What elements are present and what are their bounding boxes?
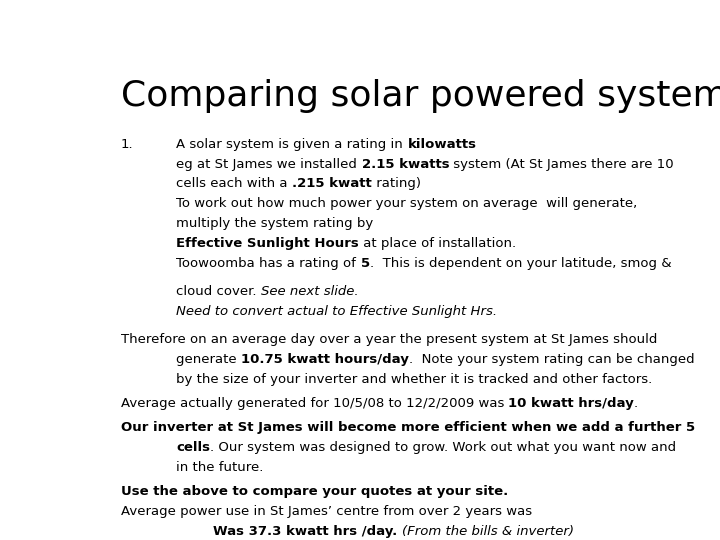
Text: 2.15 kwatts: 2.15 kwatts — [361, 158, 449, 171]
Text: eg at St James we installed: eg at St James we installed — [176, 158, 361, 171]
Text: by the size of your inverter and whether it is tracked and other factors.: by the size of your inverter and whether… — [176, 373, 653, 386]
Text: Our inverter at St James will become more efficient when we add a further: Our inverter at St James will become mor… — [121, 421, 685, 434]
Text: See next slide.: See next slide. — [261, 285, 359, 298]
Text: 5: 5 — [685, 421, 695, 434]
Text: Comparing solar powered systems.: Comparing solar powered systems. — [121, 79, 720, 113]
Text: Average power use in St James’ centre from over 2 years was: Average power use in St James’ centre fr… — [121, 505, 532, 518]
Text: cells each with a: cells each with a — [176, 178, 292, 191]
Text: Effective Sunlight Hours: Effective Sunlight Hours — [176, 238, 359, 251]
Text: kilowatts: kilowatts — [408, 138, 477, 151]
Text: Average actually generated for 10/5/08 to 12/2/2009 was: Average actually generated for 10/5/08 t… — [121, 397, 508, 410]
Text: rating): rating) — [372, 178, 421, 191]
Text: Was 37.3 kwatt hrs /day.: Was 37.3 kwatt hrs /day. — [213, 525, 402, 538]
Text: in the future.: in the future. — [176, 461, 264, 474]
Text: (From the bills & inverter): (From the bills & inverter) — [402, 525, 574, 538]
Text: Toowoomba has a rating of: Toowoomba has a rating of — [176, 258, 361, 271]
Text: . Our system was designed to grow. Work out what you want now and: . Our system was designed to grow. Work … — [210, 441, 677, 454]
Text: cells: cells — [176, 441, 210, 454]
Text: system (At St James there are 10: system (At St James there are 10 — [449, 158, 674, 171]
Text: To work out how much power your system on average  will generate,: To work out how much power your system o… — [176, 198, 638, 211]
Text: .  This is dependent on your latitude, smog &: . This is dependent on your latitude, sm… — [370, 258, 671, 271]
Text: .215 kwatt: .215 kwatt — [292, 178, 372, 191]
Text: 10 kwatt hrs/day: 10 kwatt hrs/day — [508, 397, 634, 410]
Text: .  Note your system rating can be changed: . Note your system rating can be changed — [409, 353, 695, 366]
Text: 5: 5 — [361, 258, 370, 271]
Text: 1.: 1. — [121, 138, 133, 151]
Text: .: . — [634, 397, 638, 410]
Text: Therefore on an average day over a year the present system at St James should: Therefore on an average day over a year … — [121, 333, 657, 346]
Text: Use the above to compare your quotes at your site.: Use the above to compare your quotes at … — [121, 485, 508, 498]
Text: generate: generate — [176, 353, 241, 366]
Text: at place of installation.: at place of installation. — [359, 238, 516, 251]
Text: cloud cover.: cloud cover. — [176, 285, 261, 298]
Text: 10.75 kwatt hours/day: 10.75 kwatt hours/day — [241, 353, 409, 366]
Text: A solar system is given a rating in: A solar system is given a rating in — [176, 138, 408, 151]
Text: multiply the system rating by: multiply the system rating by — [176, 218, 374, 231]
Text: Need to convert actual to Effective Sunlight Hrs.: Need to convert actual to Effective Sunl… — [176, 305, 498, 318]
